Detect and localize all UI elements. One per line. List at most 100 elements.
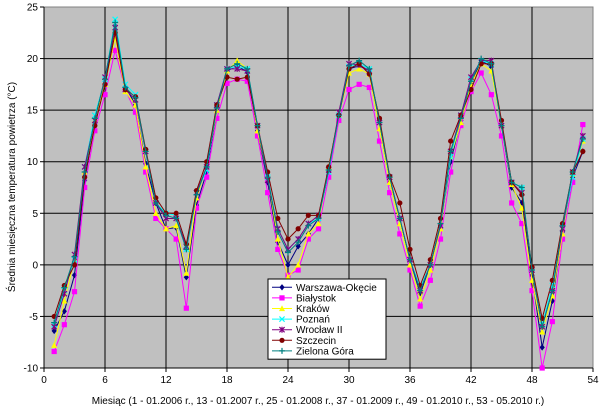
data-point	[82, 184, 88, 191]
data-point	[203, 163, 210, 170]
data-point	[285, 249, 291, 256]
y-tick-label: 10	[27, 157, 39, 168]
data-point	[427, 261, 434, 268]
data-point	[102, 76, 108, 83]
series-7	[51, 19, 586, 330]
data-point	[274, 235, 281, 242]
data-point	[132, 94, 139, 101]
data-point	[346, 62, 352, 69]
data-point	[335, 112, 342, 119]
legend-item: Zielona Góra	[272, 346, 354, 357]
data-point	[285, 236, 291, 242]
data-point	[376, 138, 383, 144]
data-point	[559, 236, 566, 242]
y-tick-label: 5	[32, 209, 38, 220]
data-point	[285, 274, 291, 280]
data-point	[478, 55, 485, 62]
data-point	[152, 199, 159, 206]
data-point	[417, 295, 424, 302]
data-point	[539, 344, 545, 351]
data-point	[356, 57, 363, 64]
data-point	[498, 122, 505, 129]
legend-item: Białystok	[272, 293, 337, 304]
legend-item: Szczecin	[272, 336, 336, 347]
x-tick-label: 54	[587, 375, 599, 386]
data-point	[112, 19, 119, 26]
data-point	[417, 287, 424, 294]
data-point	[61, 284, 68, 291]
data-point	[112, 16, 119, 23]
data-point	[224, 80, 230, 86]
data-point	[518, 204, 525, 211]
legend-label: Zielona Góra	[296, 346, 354, 357]
data-point	[539, 328, 546, 335]
data-point	[91, 115, 98, 122]
data-point	[122, 84, 129, 91]
legend-item: Warszawa-Okęcie	[272, 283, 377, 294]
data-point	[61, 308, 67, 315]
data-point	[336, 117, 342, 124]
legend-label: Kraków	[296, 304, 330, 315]
legend-marker	[279, 337, 285, 343]
data-point	[132, 109, 139, 115]
x-axis-title: Miesiąc (1 - 01.2006 r., 13 - 01.2007 r.…	[92, 396, 545, 407]
data-point	[295, 261, 302, 268]
data-point	[51, 348, 57, 355]
data-point	[580, 148, 586, 154]
data-point	[509, 200, 515, 206]
legend-marker	[278, 326, 286, 333]
data-point	[173, 210, 179, 216]
data-point	[143, 169, 149, 175]
x-tick-label: 18	[221, 375, 233, 386]
y-tick-label: -5	[29, 312, 38, 323]
data-point	[183, 269, 190, 276]
data-point	[295, 267, 301, 273]
data-point	[244, 65, 251, 72]
data-point	[468, 78, 474, 85]
data-point	[315, 215, 322, 222]
data-point	[224, 65, 230, 72]
data-point	[549, 318, 555, 325]
axes: -10 -5 0 5 10 15 20 25 0 6 12 18 24 30 36 42 48 54	[24, 3, 599, 387]
data-point	[153, 215, 159, 222]
data-point	[407, 267, 413, 273]
data-point	[448, 169, 454, 175]
data-point	[142, 148, 149, 155]
data-point	[51, 342, 58, 348]
y-tick-label: 15	[27, 106, 39, 117]
data-point	[427, 277, 433, 283]
data-point	[356, 65, 363, 72]
data-point	[569, 169, 576, 176]
data-point	[204, 174, 210, 180]
data-point	[275, 246, 281, 252]
y-tick-label: 25	[27, 3, 39, 14]
data-point	[448, 138, 454, 144]
data-point	[397, 200, 403, 206]
data-point	[407, 256, 413, 263]
data-point	[254, 122, 261, 129]
data-point	[193, 205, 200, 211]
data-point	[529, 267, 535, 274]
data-point	[234, 76, 240, 82]
data-point	[305, 236, 311, 242]
data-point	[315, 226, 322, 232]
data-point	[488, 60, 495, 67]
data-point	[427, 266, 434, 273]
data-point	[570, 179, 576, 185]
legend-item: Kraków	[272, 304, 330, 315]
data-point	[559, 222, 566, 229]
data-point	[326, 174, 332, 180]
data-point	[214, 115, 220, 121]
legend-marker	[279, 305, 285, 312]
data-point	[478, 70, 484, 76]
data-point	[519, 192, 525, 198]
data-point	[508, 179, 515, 186]
x-tick-label: 42	[465, 375, 477, 386]
data-point	[315, 220, 322, 227]
data-point	[234, 57, 241, 64]
data-point	[51, 319, 58, 326]
y-tick-label: 20	[27, 54, 39, 65]
data-point	[71, 253, 78, 260]
legend-marker	[278, 316, 286, 323]
